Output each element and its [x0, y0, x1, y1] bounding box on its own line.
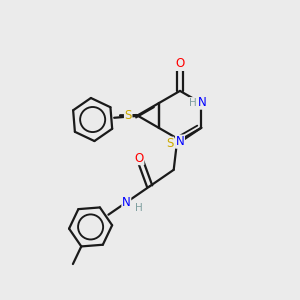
Text: N: N	[197, 96, 206, 109]
Text: H: H	[135, 203, 143, 213]
Text: O: O	[176, 57, 184, 70]
Text: N: N	[176, 135, 184, 148]
Text: H: H	[189, 98, 197, 108]
Text: S: S	[167, 137, 174, 150]
Text: N: N	[122, 196, 131, 209]
Text: S: S	[124, 109, 132, 122]
Text: O: O	[135, 152, 144, 165]
